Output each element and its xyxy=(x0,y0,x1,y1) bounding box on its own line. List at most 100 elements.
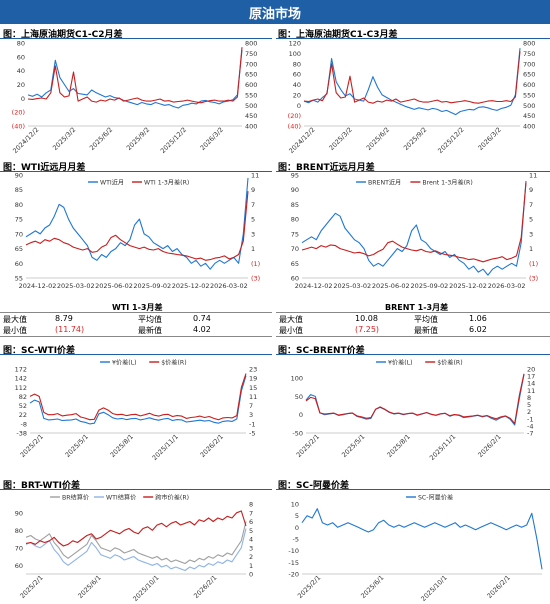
series-line-red xyxy=(27,47,243,104)
y-tick-label-left: 142 xyxy=(15,375,27,383)
y-tick-label-right: 2 xyxy=(249,553,253,561)
y-tick-label-left: 70 xyxy=(15,544,23,552)
y-tick-label-right: 550 xyxy=(245,91,257,99)
y-tick-label-left: 70 xyxy=(15,230,23,238)
x-tick-label: 2025-09-02 xyxy=(133,282,171,290)
y-tick-label-right: (1) xyxy=(251,260,260,268)
y-tick-label-left: 65 xyxy=(291,260,299,268)
panel-title-brent-spread: 图：BRENT近远月月差 xyxy=(278,163,375,173)
y-tick-label-right: -7 xyxy=(527,430,533,438)
series-line-red xyxy=(305,373,525,425)
divider xyxy=(0,336,272,337)
divider xyxy=(0,354,272,355)
y-tick-label-right: 11 xyxy=(251,172,259,180)
y-tick-label-left: 85 xyxy=(291,201,299,209)
legend-label: ¥价差(L) xyxy=(388,359,413,367)
y-tick-label-left: 95 xyxy=(291,172,299,180)
y-tick-label-right: 400 xyxy=(245,123,257,131)
stats-label: 最新值 xyxy=(138,326,162,335)
x-tick-label: 2025/11/1 xyxy=(151,433,180,462)
x-tick-label: 2025/6/1 xyxy=(76,574,102,600)
y-tick-label-left: -38 xyxy=(16,430,27,438)
y-tick-label-right: 7 xyxy=(249,509,253,517)
stats-value: 4.02 xyxy=(193,325,211,334)
x-tick-label: 2025/9/2 xyxy=(125,126,151,152)
x-tick-label: 2025/12/2 xyxy=(436,126,465,155)
y-tick-label-left: (20) xyxy=(288,112,301,120)
y-tick-label-right: 11 xyxy=(249,393,257,401)
y-tick-label-left: 90 xyxy=(15,172,23,180)
legend-label: WTI近月 xyxy=(100,179,124,187)
chart-sc-c1c2: 80 60 40 20 0 (20) (40) 800 750 700 650 600 550 500 45… xyxy=(11,40,257,155)
x-tick-label: 2025/3/2 xyxy=(51,126,77,152)
stats-value: 6.02 xyxy=(469,325,487,334)
y-tick-label-left: (40) xyxy=(12,123,25,131)
y-tick-label-left: 10 xyxy=(291,501,299,509)
y-tick-label-right: 450 xyxy=(523,112,535,120)
y-tick-label-right: 3 xyxy=(251,230,255,238)
y-tick-label-right: 5 xyxy=(249,527,253,535)
y-tick-label-left: 20 xyxy=(17,81,25,89)
x-tick-label: 2025/6/1 xyxy=(359,574,385,600)
y-tick-label-left: 75 xyxy=(15,216,23,224)
stats-value: 8.79 xyxy=(55,314,73,323)
divider xyxy=(0,171,272,172)
y-tick-label-right: 500 xyxy=(245,102,257,110)
y-tick-label-right: 550 xyxy=(523,91,535,99)
x-tick-label: 2026-03-02 xyxy=(210,282,248,290)
y-tick-label-right: 11 xyxy=(527,387,535,395)
y-tick-label-right: 9 xyxy=(529,186,533,194)
y-tick-label-left: 82 xyxy=(19,393,27,401)
x-tick-label: 2025-03-02 xyxy=(57,282,95,290)
x-tick-label: 2025/9/2 xyxy=(402,126,428,152)
stats-value: (7.25) xyxy=(355,325,380,334)
y-tick-label-right: 650 xyxy=(523,71,535,79)
y-tick-label-left: 100 xyxy=(289,50,301,58)
panel-title-brt-wti: 图：BRT-WTI价差 xyxy=(3,481,80,491)
y-tick-label-right: 6 xyxy=(249,518,253,526)
series-line-blue xyxy=(301,508,543,570)
y-tick-label-left: -50 xyxy=(292,430,303,438)
x-tick-label: 2026/2/1 xyxy=(486,574,512,600)
stats-label: 最大值 xyxy=(279,315,303,324)
banner: 原油市场 xyxy=(0,0,550,24)
series-line-blue xyxy=(301,180,527,276)
series-line-blue xyxy=(27,49,243,109)
x-tick-label: 2025/2/1 xyxy=(18,574,44,600)
y-tick-label-right: 500 xyxy=(523,102,535,110)
y-tick-label-left: 65 xyxy=(15,245,23,253)
y-tick-label-left: 70 xyxy=(291,245,299,253)
y-tick-label-left: 80 xyxy=(291,216,299,224)
x-tick-label: 2024-12-02 xyxy=(295,282,333,290)
x-tick-label: 2025/3/2 xyxy=(328,126,354,152)
y-tick-label-right: (3) xyxy=(251,275,260,283)
y-tick-label-left: -5 xyxy=(293,536,299,544)
y-tick-label-left: 60 xyxy=(17,53,25,61)
x-tick-label: 2026/2/1 xyxy=(192,574,218,600)
y-tick-label-left: 60 xyxy=(293,71,301,79)
y-tick-label-right: 4 xyxy=(249,536,253,544)
y-tick-label-left: 60 xyxy=(15,562,23,570)
x-tick-label: 2026/3/2 xyxy=(476,126,502,152)
y-tick-label-left: 75 xyxy=(291,230,299,238)
y-tick-label-left: 22 xyxy=(19,411,27,419)
x-tick-label: 2026/2/1 xyxy=(199,433,225,459)
legend-label: 跨市价差(R) xyxy=(155,494,189,502)
y-tick-label-left: -15 xyxy=(288,559,299,567)
y-tick-label-left: (20) xyxy=(12,109,25,117)
y-tick-label-left: 90 xyxy=(291,186,299,194)
x-tick-label: 2025/5/1 xyxy=(340,433,366,459)
panel-title-sc-wti: 图：SC-WTI价差 xyxy=(3,346,76,356)
x-tick-label: 2025-03-02 xyxy=(333,282,371,290)
y-tick-label-left: -20 xyxy=(288,571,299,579)
stats-label: 最新值 xyxy=(414,326,438,335)
y-tick-label-right: (3) xyxy=(529,275,538,283)
y-tick-label-left: -8 xyxy=(21,420,27,428)
y-tick-label-right: 750 xyxy=(245,50,257,58)
y-tick-label-left: -10 xyxy=(288,547,299,555)
stats-row-wti-1: 最大值 8.79 平均值 0.74 xyxy=(3,314,271,324)
